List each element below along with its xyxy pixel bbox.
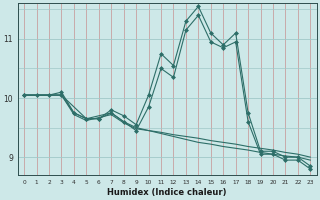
X-axis label: Humidex (Indice chaleur): Humidex (Indice chaleur)	[108, 188, 227, 197]
